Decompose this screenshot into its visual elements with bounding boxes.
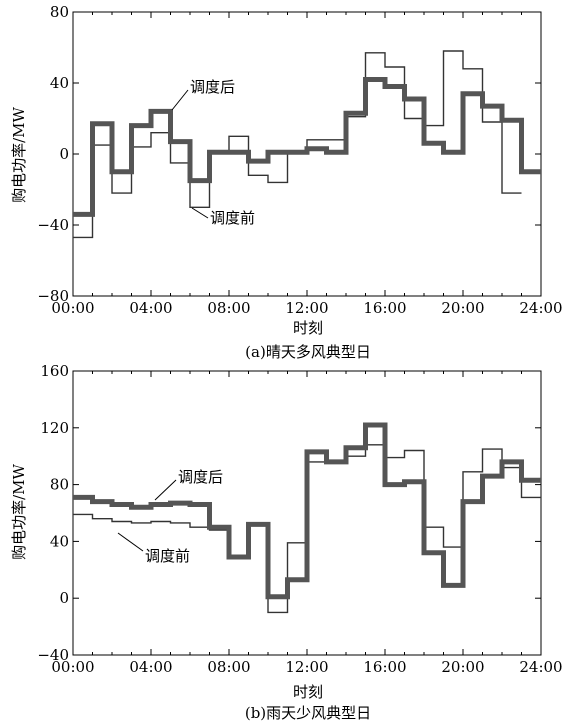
x-tick-label: 12:00 <box>285 299 328 317</box>
chart-caption-b: (b)雨天少风典型日 <box>245 704 371 722</box>
x-tick-labels-a: 00:00 04:00 08:00 12:00 16:00 20:00 24:00 <box>51 299 562 317</box>
x-tick-label: 24:00 <box>519 658 562 676</box>
y-tick-label: 40 <box>50 74 69 92</box>
series-after-dispatch-b <box>73 422 541 600</box>
y-tick-label: 40 <box>50 532 69 550</box>
annotation-leader-line <box>117 532 144 552</box>
x-tick-label: 08:00 <box>207 658 250 676</box>
y-tick-label: −40 <box>37 216 69 234</box>
series-before-dispatch-a <box>73 50 522 239</box>
annotation-leader-line <box>171 89 189 111</box>
x-tick-label: 04:00 <box>129 658 172 676</box>
annotation-label-before: 调度前 <box>145 547 190 565</box>
x-axis-title-b: 时刻 <box>293 683 323 701</box>
x-tick-label: 04:00 <box>129 299 172 317</box>
y-tick-label: 0 <box>59 589 69 607</box>
y-axis-title-b: 购电功率/MW <box>10 464 28 560</box>
annotation-label-before: 调度前 <box>210 209 255 227</box>
annotation-leader-line <box>191 207 209 219</box>
chart-sunny-windy-day: −80 −40 0 40 80 00:00 04:00 08:00 12:00 16:00 20:… <box>10 3 563 361</box>
y-tick-labels-a: −80 −40 0 40 80 <box>37 3 69 305</box>
annotation-leader-line <box>154 479 177 501</box>
y-tick-label: 80 <box>50 476 69 494</box>
x-tick-label: 00:00 <box>51 299 94 317</box>
x-tick-label: 00:00 <box>51 658 94 676</box>
series-group-a <box>73 50 541 239</box>
series-after-dispatch-a <box>73 77 541 217</box>
y-tick-label: −40 <box>37 646 69 664</box>
x-tick-label: 20:00 <box>441 299 484 317</box>
x-tick-label: 24:00 <box>519 299 562 317</box>
chart-rainy-calm-day: −40 0 40 80 120 160 00:00 04:00 08:00 12:00 16:00… <box>10 362 563 722</box>
x-axis-title-a: 时刻 <box>293 319 323 337</box>
y-tick-label: 120 <box>40 419 69 437</box>
series-group-b <box>73 422 541 614</box>
y-tick-label: 160 <box>40 362 69 380</box>
y-tick-label: 80 <box>50 3 69 21</box>
x-tick-label: 20:00 <box>441 658 484 676</box>
y-tick-labels-b: −40 0 40 80 120 160 <box>37 362 69 664</box>
y-axis-title-a: 购电功率/MW <box>10 107 28 203</box>
annotation-label-after: 调度后 <box>178 468 223 486</box>
plot-frame-b <box>72 370 542 656</box>
annotation-label-after: 调度后 <box>190 78 235 96</box>
y-tick-label: −80 <box>37 287 69 305</box>
plot-frame-a <box>72 11 542 297</box>
x-tick-label: 12:00 <box>285 658 328 676</box>
x-tick-label: 16:00 <box>363 658 406 676</box>
x-tick-label: 16:00 <box>363 299 406 317</box>
y-tick-label: 0 <box>59 145 69 163</box>
chart-caption-a: (a)晴天多风典型日 <box>245 343 371 361</box>
x-tick-label: 08:00 <box>207 299 250 317</box>
x-tick-labels-b: 00:00 04:00 08:00 12:00 16:00 20:00 24:00 <box>51 658 562 676</box>
